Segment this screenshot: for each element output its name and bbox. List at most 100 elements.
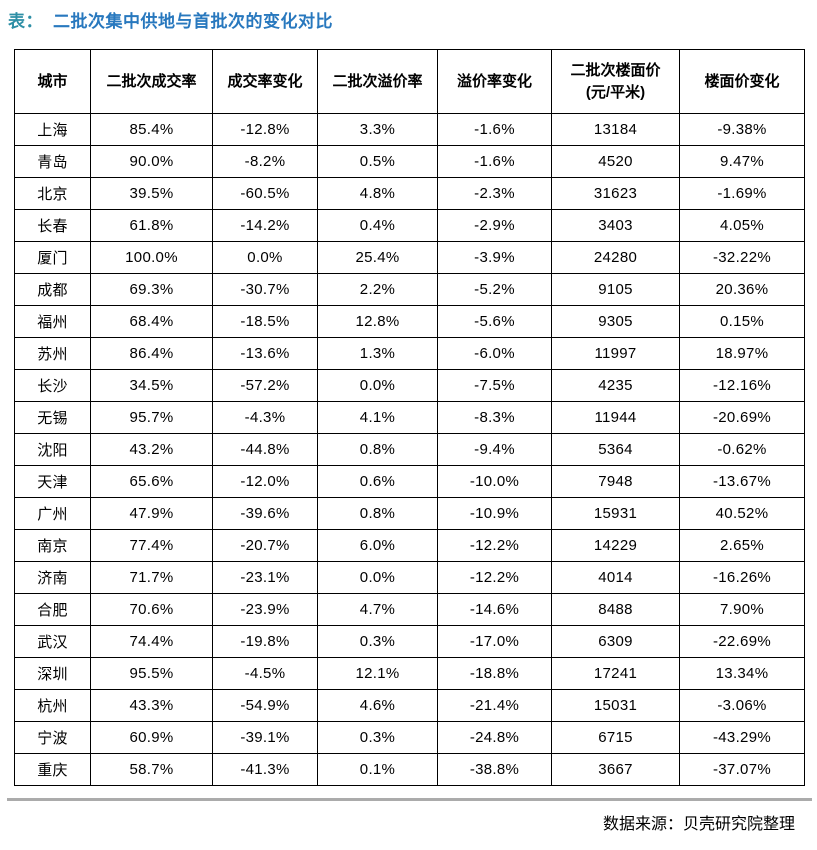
value-cell: 6309 (551, 625, 680, 658)
header-second-batch-premium-rate: 二批次溢价率 (317, 49, 438, 114)
city-cell: 杭州 (14, 689, 91, 722)
value-cell: -2.9% (437, 209, 552, 242)
value-cell: 15931 (551, 497, 680, 530)
value-cell: -22.69% (679, 625, 805, 658)
value-cell: -23.9% (212, 593, 318, 626)
value-cell: 3667 (551, 753, 680, 786)
value-cell: -1.6% (437, 145, 552, 178)
value-cell: -8.3% (437, 401, 552, 434)
value-cell: -6.0% (437, 337, 552, 370)
value-cell: 3.3% (317, 113, 438, 146)
value-cell: 11944 (551, 401, 680, 434)
value-cell: -9.4% (437, 433, 552, 466)
city-cell: 上海 (14, 113, 91, 146)
value-cell: 12.8% (317, 305, 438, 338)
value-cell: 4.8% (317, 177, 438, 210)
header-city: 城市 (14, 49, 91, 114)
value-cell: 5364 (551, 433, 680, 466)
value-cell: -14.6% (437, 593, 552, 626)
table-row: 天津 65.6% -12.0% 0.6% -10.0% 7948 -13.67% (14, 465, 805, 498)
value-cell: 0.0% (317, 369, 438, 402)
value-cell: 13184 (551, 113, 680, 146)
value-cell: 95.7% (90, 401, 213, 434)
value-cell: -18.5% (212, 305, 318, 338)
value-cell: 71.7% (90, 561, 213, 594)
value-cell: -4.5% (212, 657, 318, 690)
value-cell: -19.8% (212, 625, 318, 658)
value-cell: 2.65% (679, 529, 805, 562)
value-cell: 4.7% (317, 593, 438, 626)
value-cell: 8488 (551, 593, 680, 626)
value-cell: 0.8% (317, 497, 438, 530)
value-cell: -21.4% (437, 689, 552, 722)
city-cell: 厦门 (14, 241, 91, 274)
value-cell: -10.9% (437, 497, 552, 530)
land-supply-comparison-table: 城市 二批次成交率 成交率变化 二批次溢价率 溢价率变化 二批次楼面价 (元/平… (14, 49, 805, 786)
header-floor-price-change: 楼面价变化 (679, 49, 805, 114)
value-cell: 0.6% (317, 465, 438, 498)
value-cell: -12.2% (437, 561, 552, 594)
value-cell: 9.47% (679, 145, 805, 178)
value-cell: -60.5% (212, 177, 318, 210)
value-cell: 9105 (551, 273, 680, 306)
city-cell: 青岛 (14, 145, 91, 178)
value-cell: 0.15% (679, 305, 805, 338)
value-cell: 17241 (551, 657, 680, 690)
value-cell: 77.4% (90, 529, 213, 562)
value-cell: -9.38% (679, 113, 805, 146)
caption-text: 二批次集中供地与首批次的变化对比 (53, 12, 333, 31)
value-cell: 0.1% (317, 753, 438, 786)
value-cell: 3403 (551, 209, 680, 242)
value-cell: -20.7% (212, 529, 318, 562)
value-cell: 6715 (551, 721, 680, 754)
value-cell: -43.29% (679, 721, 805, 754)
value-cell: 60.9% (90, 721, 213, 754)
value-cell: -24.8% (437, 721, 552, 754)
value-cell: 25.4% (317, 241, 438, 274)
value-cell: -7.5% (437, 369, 552, 402)
header-label: 二批次成交率 (106, 72, 197, 90)
value-cell: 100.0% (90, 241, 213, 274)
city-cell: 广州 (14, 497, 91, 530)
value-cell: 90.0% (90, 145, 213, 178)
header-sublabel: (元/平米) (585, 83, 646, 101)
value-cell: -30.7% (212, 273, 318, 306)
value-cell: -39.1% (212, 721, 318, 754)
value-cell: -39.6% (212, 497, 318, 530)
value-cell: 0.4% (317, 209, 438, 242)
city-cell: 济南 (14, 561, 91, 594)
table-row: 上海 85.4% -12.8% 3.3% -1.6% 13184 -9.38% (14, 113, 805, 146)
value-cell: 7.90% (679, 593, 805, 626)
table-row: 成都 69.3% -30.7% 2.2% -5.2% 9105 20.36% (14, 273, 805, 306)
table-row: 广州 47.9% -39.6% 0.8% -10.9% 15931 40.52% (14, 497, 805, 530)
city-cell: 合肥 (14, 593, 91, 626)
value-cell: 86.4% (90, 337, 213, 370)
value-cell: -12.16% (679, 369, 805, 402)
city-cell: 苏州 (14, 337, 91, 370)
value-cell: -12.2% (437, 529, 552, 562)
value-cell: 0.3% (317, 721, 438, 754)
value-cell: -8.2% (212, 145, 318, 178)
value-cell: 7948 (551, 465, 680, 498)
value-cell: 0.8% (317, 433, 438, 466)
header-label: 成交率变化 (227, 72, 303, 90)
header-premium-rate-change: 溢价率变化 (437, 49, 552, 114)
value-cell: 58.7% (90, 753, 213, 786)
header-second-batch-floor-price: 二批次楼面价 (元/平米) (551, 49, 680, 114)
value-cell: -5.6% (437, 305, 552, 338)
value-cell: -13.6% (212, 337, 318, 370)
value-cell: 95.5% (90, 657, 213, 690)
value-cell: -20.69% (679, 401, 805, 434)
value-cell: -12.0% (212, 465, 318, 498)
value-cell: 13.34% (679, 657, 805, 690)
caption-prefix: 表： (8, 12, 43, 31)
value-cell: 31623 (551, 177, 680, 210)
value-cell: -3.9% (437, 241, 552, 274)
value-cell: 39.5% (90, 177, 213, 210)
value-cell: 68.4% (90, 305, 213, 338)
value-cell: -1.69% (679, 177, 805, 210)
value-cell: -5.2% (437, 273, 552, 306)
value-cell: 0.0% (212, 241, 318, 274)
city-cell: 宁波 (14, 721, 91, 754)
